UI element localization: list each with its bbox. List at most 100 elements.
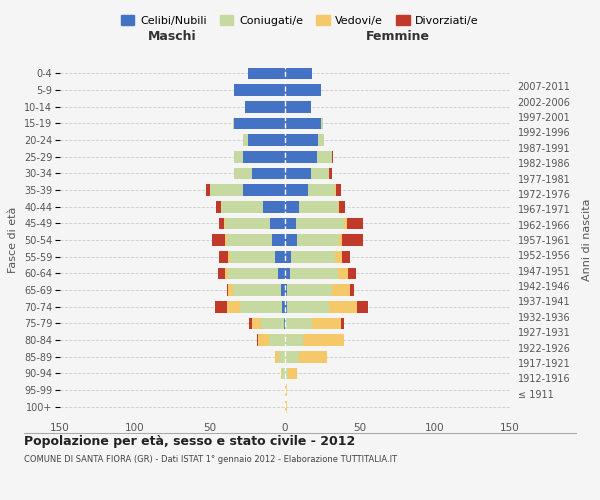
Bar: [297, 234, 339, 246]
Bar: [243, 184, 285, 196]
Bar: [277, 268, 285, 279]
Bar: [219, 218, 223, 229]
Bar: [285, 384, 287, 396]
Bar: [245, 101, 285, 112]
Bar: [261, 318, 284, 329]
Bar: [269, 334, 285, 346]
Bar: [243, 134, 248, 146]
Bar: [343, 218, 347, 229]
Bar: [308, 184, 335, 196]
Bar: [287, 301, 329, 312]
Bar: [285, 268, 290, 279]
Bar: [228, 251, 229, 262]
Bar: [291, 251, 335, 262]
Bar: [348, 268, 355, 279]
Bar: [210, 184, 243, 196]
Bar: [227, 301, 240, 312]
Bar: [299, 351, 327, 362]
Bar: [312, 318, 341, 329]
Bar: [284, 318, 285, 329]
Bar: [275, 351, 279, 362]
Bar: [285, 218, 296, 229]
Bar: [285, 351, 299, 362]
Bar: [252, 318, 261, 329]
Bar: [229, 251, 275, 262]
Text: Maschi: Maschi: [148, 30, 197, 43]
Bar: [285, 184, 308, 196]
Bar: [331, 284, 349, 296]
Bar: [281, 284, 285, 296]
Bar: [234, 151, 243, 162]
Bar: [285, 168, 311, 179]
Bar: [282, 368, 285, 379]
Bar: [287, 284, 331, 296]
Bar: [212, 234, 225, 246]
Bar: [285, 318, 312, 329]
Bar: [285, 368, 288, 379]
Bar: [257, 334, 258, 346]
Bar: [228, 268, 277, 279]
Bar: [285, 251, 291, 262]
Bar: [342, 234, 363, 246]
Bar: [234, 118, 285, 129]
Bar: [240, 301, 282, 312]
Bar: [271, 234, 285, 246]
Bar: [349, 284, 354, 296]
Bar: [303, 334, 343, 346]
Text: Popolazione per età, sesso e stato civile - 2012: Popolazione per età, sesso e stato civil…: [24, 434, 355, 448]
Bar: [249, 318, 252, 329]
Legend: Celibi/Nubili, Coniugati/e, Vedovi/e, Divorziati/e: Celibi/Nubili, Coniugati/e, Vedovi/e, Di…: [117, 10, 483, 30]
Bar: [248, 134, 285, 146]
Bar: [263, 201, 285, 212]
Bar: [285, 201, 299, 212]
Bar: [234, 168, 252, 179]
Bar: [270, 218, 285, 229]
Bar: [331, 151, 333, 162]
Bar: [288, 368, 297, 379]
Bar: [285, 68, 312, 79]
Bar: [225, 268, 228, 279]
Bar: [275, 251, 285, 262]
Bar: [252, 168, 285, 179]
Bar: [342, 251, 349, 262]
Bar: [225, 218, 270, 229]
Bar: [228, 284, 233, 296]
Bar: [321, 118, 323, 129]
Bar: [299, 201, 337, 212]
Bar: [337, 268, 348, 279]
Bar: [329, 168, 331, 179]
Bar: [223, 218, 225, 229]
Bar: [234, 84, 285, 96]
Bar: [285, 301, 287, 312]
Bar: [281, 368, 282, 379]
Bar: [227, 284, 228, 296]
Bar: [341, 318, 343, 329]
Bar: [311, 168, 329, 179]
Bar: [339, 201, 345, 212]
Bar: [336, 184, 341, 196]
Bar: [233, 284, 281, 296]
Bar: [243, 151, 285, 162]
Bar: [337, 201, 339, 212]
Bar: [282, 301, 285, 312]
Bar: [248, 68, 285, 79]
Bar: [205, 184, 210, 196]
Bar: [347, 218, 363, 229]
Bar: [290, 268, 337, 279]
Bar: [285, 234, 297, 246]
Bar: [285, 334, 303, 346]
Bar: [279, 351, 285, 362]
Bar: [258, 334, 269, 346]
Y-axis label: Fasce di età: Fasce di età: [8, 207, 19, 273]
Bar: [218, 268, 225, 279]
Bar: [296, 218, 343, 229]
Bar: [225, 234, 227, 246]
Bar: [285, 84, 321, 96]
Bar: [317, 151, 331, 162]
Bar: [285, 284, 287, 296]
Bar: [329, 301, 357, 312]
Bar: [285, 134, 318, 146]
Bar: [285, 151, 317, 162]
Text: Femmine: Femmine: [365, 30, 430, 43]
Y-axis label: Anni di nascita: Anni di nascita: [581, 198, 592, 281]
